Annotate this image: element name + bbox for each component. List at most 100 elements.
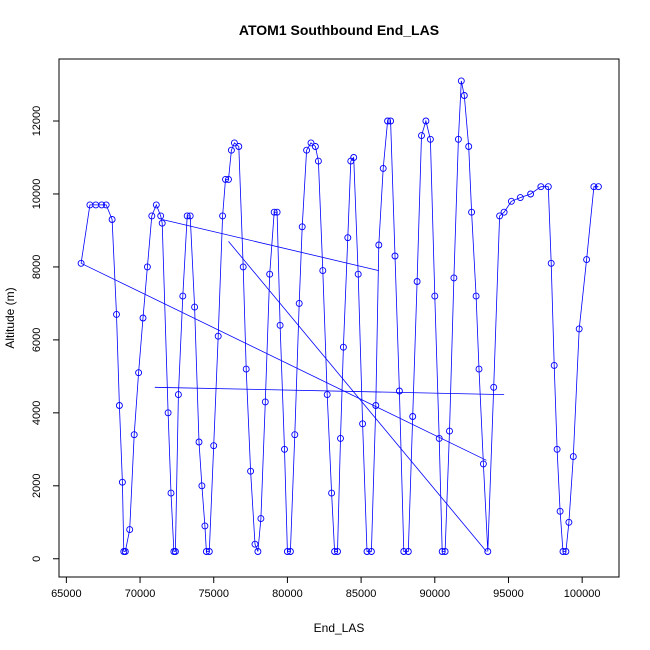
data-point xyxy=(139,314,147,322)
data-point xyxy=(242,365,250,373)
data-point xyxy=(468,208,476,216)
data-point xyxy=(102,201,110,209)
data-point xyxy=(276,321,284,329)
data-point xyxy=(375,241,383,249)
data-point xyxy=(195,438,203,446)
data-point xyxy=(157,212,165,220)
data-point xyxy=(247,467,255,475)
plot-frame xyxy=(58,58,620,578)
x-tick-label: 95000 xyxy=(493,588,524,600)
data-point xyxy=(379,164,387,172)
data-point xyxy=(350,154,358,161)
data-point xyxy=(334,548,341,555)
data-point xyxy=(319,267,327,275)
data-point xyxy=(438,548,446,555)
data-point xyxy=(450,274,458,282)
data-point xyxy=(225,175,232,183)
data-point xyxy=(201,522,209,530)
data-point xyxy=(590,183,598,191)
x-tick-label: 90000 xyxy=(419,588,450,600)
data-point xyxy=(171,548,179,555)
data-point xyxy=(516,194,524,202)
data-point xyxy=(286,548,294,555)
data-point xyxy=(198,482,206,490)
data-point xyxy=(409,413,417,420)
data-point xyxy=(261,398,269,406)
data-point xyxy=(210,442,218,450)
data-point xyxy=(174,391,182,399)
y-tick-label: 6000 xyxy=(31,328,43,352)
plot-area xyxy=(77,77,602,555)
data-point xyxy=(384,117,392,125)
data-point xyxy=(219,212,227,220)
data-point xyxy=(472,292,480,300)
data-point xyxy=(441,548,449,555)
data-point xyxy=(130,431,138,439)
data-point xyxy=(98,201,106,209)
data-point xyxy=(214,332,222,340)
data-point xyxy=(295,299,303,307)
x-tick-label: 100000 xyxy=(564,588,601,600)
data-point xyxy=(479,460,487,468)
data-point xyxy=(77,259,85,267)
data-point xyxy=(547,259,555,267)
data-point xyxy=(565,518,573,526)
data-point xyxy=(108,216,116,223)
data-point xyxy=(158,219,166,227)
series-line xyxy=(80,80,599,552)
data-point xyxy=(404,548,412,555)
data-point xyxy=(167,489,175,497)
data-point xyxy=(126,526,134,534)
data-point xyxy=(307,139,315,147)
y-axis-label: Altitude (m) xyxy=(3,287,17,348)
data-point xyxy=(328,489,336,497)
data-point xyxy=(257,515,265,523)
data-point xyxy=(323,391,331,399)
data-point xyxy=(569,453,577,461)
x-tick-label: 70000 xyxy=(125,588,156,600)
data-point xyxy=(431,292,439,300)
data-point xyxy=(553,445,561,453)
data-point xyxy=(594,183,602,191)
data-point xyxy=(465,143,473,150)
data-point xyxy=(454,135,462,143)
data-point xyxy=(457,77,465,85)
data-point xyxy=(270,208,278,216)
data-point xyxy=(500,208,508,216)
data-point xyxy=(413,278,421,285)
data-point xyxy=(222,175,229,183)
x-axis-label: End_LAS xyxy=(314,621,365,635)
data-point xyxy=(202,548,210,555)
data-point xyxy=(339,343,347,351)
data-point xyxy=(303,146,311,154)
data-point xyxy=(575,325,583,333)
data-point xyxy=(344,234,352,242)
data-point xyxy=(422,117,430,125)
data-point xyxy=(544,183,552,191)
chart-title: ATOM1 Southbound End_LAS xyxy=(239,22,439,38)
data-point xyxy=(537,183,545,191)
data-point xyxy=(490,383,498,391)
data-point xyxy=(367,548,375,555)
data-point xyxy=(298,223,306,231)
connector-line xyxy=(228,241,487,552)
y-axis: 0 2000 4000 6000 8000 10000 12000 xyxy=(31,106,59,562)
data-point xyxy=(191,303,199,311)
data-point xyxy=(118,478,126,486)
data-point xyxy=(387,117,395,125)
data-point xyxy=(273,208,281,216)
data-point xyxy=(559,548,567,555)
connector-line xyxy=(80,262,487,461)
y-tick-label: 10000 xyxy=(31,179,43,210)
data-point xyxy=(239,263,247,271)
data-point xyxy=(251,540,259,548)
data-point xyxy=(311,143,319,150)
data-point xyxy=(527,190,535,198)
data-point xyxy=(446,427,453,435)
data-point xyxy=(183,212,191,220)
data-point xyxy=(556,507,564,515)
data-point xyxy=(337,434,344,442)
connector-line xyxy=(154,386,505,395)
y-tick-label: 4000 xyxy=(31,401,43,425)
